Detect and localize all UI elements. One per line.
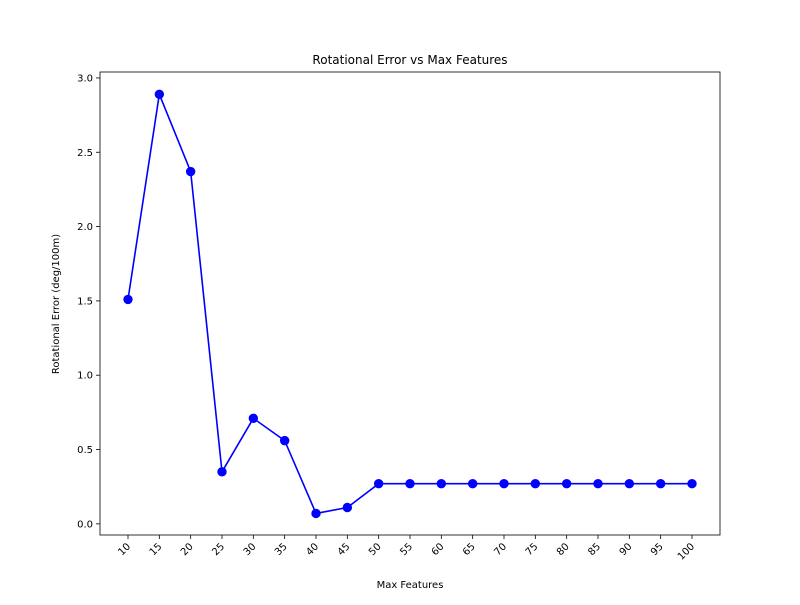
plot-area: 0.00.51.01.52.02.53.010 15 20 25 30 35 40 45 50 5… (77, 73, 697, 562)
data-point (624, 479, 635, 489)
chart-title: Rotational Error vs Max Features (312, 53, 507, 67)
data-point (185, 166, 196, 177)
y-tick-label: 1.5 (77, 296, 93, 307)
data-point (154, 89, 165, 99)
data-point (311, 508, 321, 519)
data-point (342, 502, 353, 513)
data-point (687, 479, 697, 489)
data-point (593, 479, 603, 489)
data-point (248, 413, 259, 424)
data-point (467, 479, 478, 489)
y-tick-label: 1.0 (77, 371, 93, 382)
y-tick-label: 0.0 (77, 519, 93, 530)
y-tick-label: 3.0 (77, 73, 93, 84)
data-point (405, 479, 415, 489)
plot-frame (99, 71, 721, 536)
y-tick-label: 2.0 (77, 222, 93, 233)
data-point (373, 479, 384, 489)
data-point (530, 479, 541, 489)
y-tick-label: 0.5 (77, 445, 93, 456)
y-axis-label: Rotational Error (deg/100m) (51, 234, 62, 374)
y-tick-label: 2.5 (77, 148, 93, 159)
data-point (655, 479, 666, 489)
data-point (279, 435, 290, 446)
data-point (561, 479, 572, 489)
data-point (217, 467, 227, 477)
x-axis-label: Max Features (377, 580, 444, 591)
data-point (499, 479, 509, 489)
data-point (436, 479, 447, 489)
data-point (123, 294, 133, 305)
